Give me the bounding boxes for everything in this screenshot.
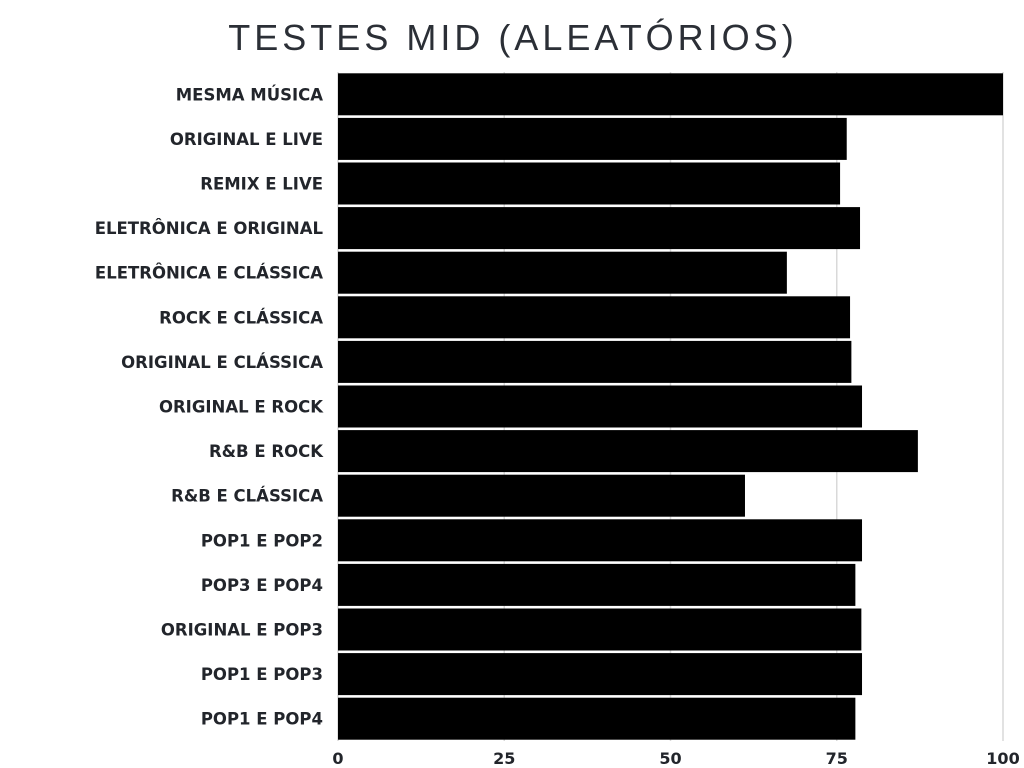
bar <box>338 697 856 740</box>
category-label: R&B E ROCK <box>209 442 324 461</box>
bar <box>338 474 745 517</box>
bar <box>338 207 861 250</box>
bar <box>338 251 787 294</box>
chart-title: TESTES MID (ALEATÓRIOS) <box>228 17 797 58</box>
x-tick-label: 0 <box>332 749 343 768</box>
category-label: POP1 E POP4 <box>201 710 323 729</box>
category-label: ORIGINAL E LIVE <box>170 130 323 149</box>
category-label: ELETRÔNICA E CLÁSSICA <box>95 264 323 283</box>
bar <box>338 430 918 473</box>
bar <box>338 340 852 383</box>
bar <box>338 73 1003 116</box>
x-axis-ticks: 0 25 50 75 100 <box>332 749 1019 768</box>
category-label: ELETRÔNICA E ORIGINAL <box>95 219 324 238</box>
x-tick-label: 75 <box>826 749 848 768</box>
category-label: REMIX E LIVE <box>200 175 323 194</box>
bar <box>338 296 851 339</box>
bar <box>338 385 863 428</box>
bar <box>338 608 862 651</box>
category-label: POP1 E POP2 <box>201 531 323 550</box>
bar <box>338 563 856 606</box>
category-label: POP3 E POP4 <box>201 576 323 595</box>
bars <box>338 73 1003 740</box>
bar <box>338 117 847 160</box>
bar <box>338 653 863 696</box>
category-label: POP1 E POP3 <box>201 665 323 684</box>
x-tick-label: 50 <box>659 749 681 768</box>
bar <box>338 519 863 562</box>
bar <box>338 162 841 205</box>
category-label: ORIGINAL E CLÁSSICA <box>121 353 323 372</box>
category-label: ORIGINAL E ROCK <box>159 398 324 417</box>
category-labels: MESMA MÚSICA ORIGINAL E LIVE REMIX E LIVE E… <box>95 85 324 728</box>
category-label: R&B E CLÁSSICA <box>171 487 323 506</box>
x-tick-label: 100 <box>986 749 1019 768</box>
category-label: ROCK E CLÁSSICA <box>159 308 323 327</box>
category-label: MESMA MÚSICA <box>176 85 323 104</box>
category-label: ORIGINAL E POP3 <box>161 621 323 640</box>
x-tick-label: 25 <box>493 749 515 768</box>
